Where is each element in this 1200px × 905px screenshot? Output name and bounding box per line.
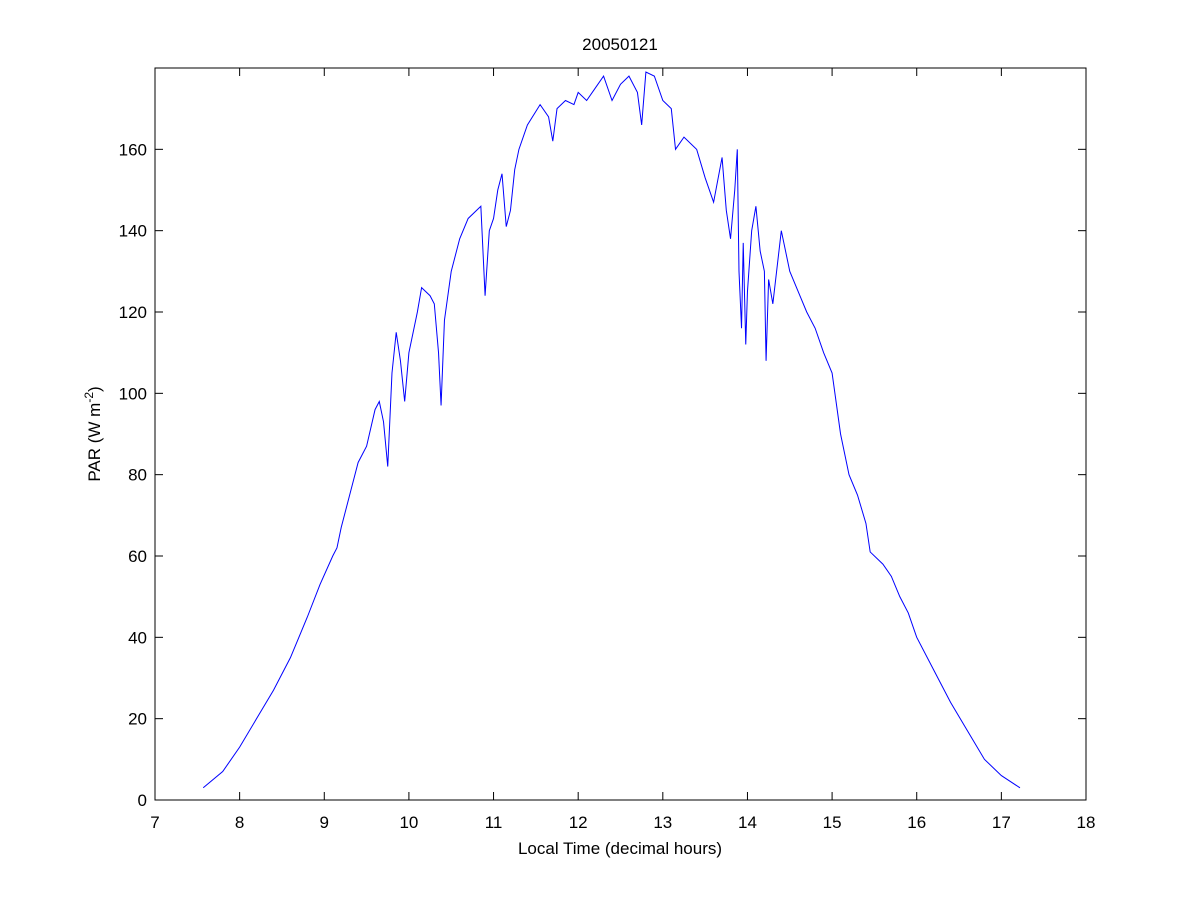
chart-title: 20050121 [582,35,658,54]
y-tick-label: 100 [119,384,147,403]
y-label-suffix: ) [85,386,104,392]
plot-area [154,67,1087,801]
y-tick-label: 140 [119,222,147,241]
x-tick-label: 7 [150,813,159,832]
y-tick-label: 160 [119,140,147,159]
x-tick-label: 9 [320,813,329,832]
y-label-text: PAR (W m [85,403,104,482]
y-tick-label: 80 [128,466,147,485]
x-tick-label: 16 [907,813,926,832]
x-tick-label: 10 [399,813,418,832]
y-tick-label: 40 [128,628,147,647]
x-tick-label: 14 [738,813,757,832]
x-tick-label: 11 [485,813,503,832]
y-tick-label: 60 [128,547,147,566]
y-tick-label: 120 [119,303,147,322]
x-axis-label: Local Time (decimal hours) [518,839,722,858]
x-tick-label: 12 [569,813,588,832]
y-tick-label: 20 [128,710,147,729]
y-axis-label: PAR (W m-2) [82,386,104,481]
y-label-sup: -2 [82,392,96,403]
data-line [202,71,1021,789]
x-tick-label: 13 [653,813,672,832]
x-tick-label: 15 [823,813,842,832]
x-tick-label: 8 [235,813,244,832]
y-tick-label: 0 [138,791,147,810]
x-tick-label: 17 [992,813,1011,832]
x-tick-label: 18 [1077,813,1096,832]
